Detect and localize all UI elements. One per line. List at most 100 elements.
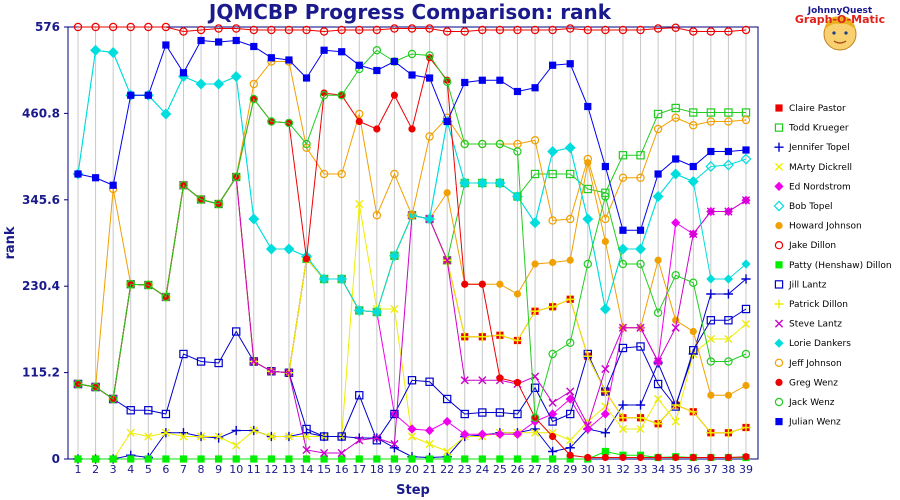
legend-item: Lorie Dankers bbox=[774, 338, 851, 349]
data-point bbox=[531, 260, 539, 268]
data-point bbox=[688, 176, 698, 187]
legend-marker bbox=[774, 162, 784, 171]
data-point bbox=[390, 24, 399, 33]
data-point bbox=[214, 432, 223, 441]
data-point bbox=[689, 27, 698, 36]
data-point bbox=[689, 278, 698, 287]
data-point bbox=[530, 413, 540, 422]
data-point bbox=[73, 379, 83, 389]
data-point bbox=[126, 280, 135, 289]
data-point bbox=[73, 22, 83, 32]
data-point bbox=[460, 332, 470, 342]
data-point bbox=[461, 78, 469, 87]
logo-eye-icon bbox=[844, 31, 848, 35]
data-point bbox=[250, 42, 258, 51]
data-point bbox=[549, 258, 557, 267]
data-point bbox=[108, 394, 118, 404]
x-tick-label: 33 bbox=[634, 463, 648, 476]
x-tick-label: 29 bbox=[563, 463, 577, 476]
data-point bbox=[741, 274, 751, 284]
data-point bbox=[566, 169, 575, 179]
legend-marker bbox=[773, 200, 785, 212]
x-tick-label: 10 bbox=[229, 463, 243, 476]
data-point bbox=[179, 69, 188, 77]
data-point bbox=[741, 304, 751, 314]
data-point bbox=[91, 22, 100, 32]
x-tick-label: 38 bbox=[721, 463, 735, 476]
data-point bbox=[740, 153, 752, 165]
data-point bbox=[513, 409, 522, 419]
x-tick-label: 25 bbox=[493, 463, 507, 476]
data-point bbox=[319, 432, 329, 441]
legend-marker bbox=[774, 280, 784, 289]
data-point bbox=[478, 376, 487, 385]
data-point bbox=[372, 25, 382, 35]
data-point bbox=[548, 302, 558, 312]
x-tick-label: 24 bbox=[475, 463, 489, 476]
data-point bbox=[179, 181, 188, 190]
data-point bbox=[197, 36, 205, 45]
data-point bbox=[390, 455, 399, 463]
data-point bbox=[707, 391, 715, 399]
data-point bbox=[477, 332, 487, 342]
data-point bbox=[671, 103, 680, 113]
data-point bbox=[583, 351, 593, 361]
data-point bbox=[618, 424, 628, 434]
data-point bbox=[513, 87, 522, 96]
data-point bbox=[548, 398, 557, 407]
data-point bbox=[618, 173, 628, 182]
data-point bbox=[127, 455, 135, 463]
x-tick-label: 31 bbox=[598, 463, 612, 476]
x-tick-label: 17 bbox=[352, 463, 366, 476]
legend-item: Steve Lantz bbox=[774, 319, 842, 330]
data-point bbox=[425, 377, 434, 386]
data-point bbox=[109, 181, 117, 189]
data-point bbox=[425, 51, 434, 60]
legend-label: Patty (Henshaw) Dillon bbox=[789, 261, 892, 271]
data-point bbox=[566, 24, 575, 33]
legend-label: Jill Lantz bbox=[788, 280, 827, 290]
x-tick-label: 11 bbox=[247, 463, 261, 476]
data-point bbox=[741, 319, 751, 329]
data-point bbox=[548, 25, 557, 35]
data-point bbox=[231, 425, 241, 436]
legend-marker bbox=[774, 338, 784, 348]
data-point bbox=[706, 117, 716, 126]
data-point bbox=[161, 22, 171, 32]
data-point bbox=[215, 455, 223, 463]
logo-eye-icon bbox=[832, 31, 836, 35]
logo-hair-icon bbox=[824, 16, 856, 30]
data-point bbox=[443, 256, 452, 265]
data-point bbox=[144, 406, 153, 415]
data-point bbox=[566, 256, 574, 264]
data-point bbox=[232, 172, 241, 182]
data-point bbox=[266, 244, 276, 254]
data-point bbox=[671, 271, 680, 280]
series-line bbox=[78, 26, 747, 33]
data-point bbox=[478, 25, 487, 35]
data-point bbox=[337, 274, 347, 284]
data-point bbox=[566, 387, 575, 396]
data-point bbox=[512, 335, 523, 346]
data-point bbox=[460, 139, 469, 149]
data-point bbox=[389, 251, 400, 261]
data-point bbox=[337, 91, 346, 100]
data-point bbox=[635, 413, 646, 423]
data-point bbox=[495, 139, 505, 149]
data-point bbox=[425, 455, 434, 463]
data-point bbox=[284, 432, 294, 441]
data-point bbox=[618, 244, 628, 254]
data-point bbox=[407, 376, 417, 385]
data-point bbox=[284, 25, 294, 35]
data-point bbox=[601, 364, 610, 374]
data-point bbox=[372, 46, 382, 55]
data-point bbox=[425, 24, 434, 33]
legend-marker bbox=[774, 397, 784, 407]
data-point bbox=[548, 146, 558, 157]
data-point bbox=[196, 195, 206, 204]
data-point bbox=[425, 54, 434, 62]
data-point bbox=[355, 436, 364, 445]
x-tick-label: 39 bbox=[739, 463, 753, 476]
data-point bbox=[618, 25, 628, 35]
x-tick-label: 36 bbox=[686, 463, 700, 476]
